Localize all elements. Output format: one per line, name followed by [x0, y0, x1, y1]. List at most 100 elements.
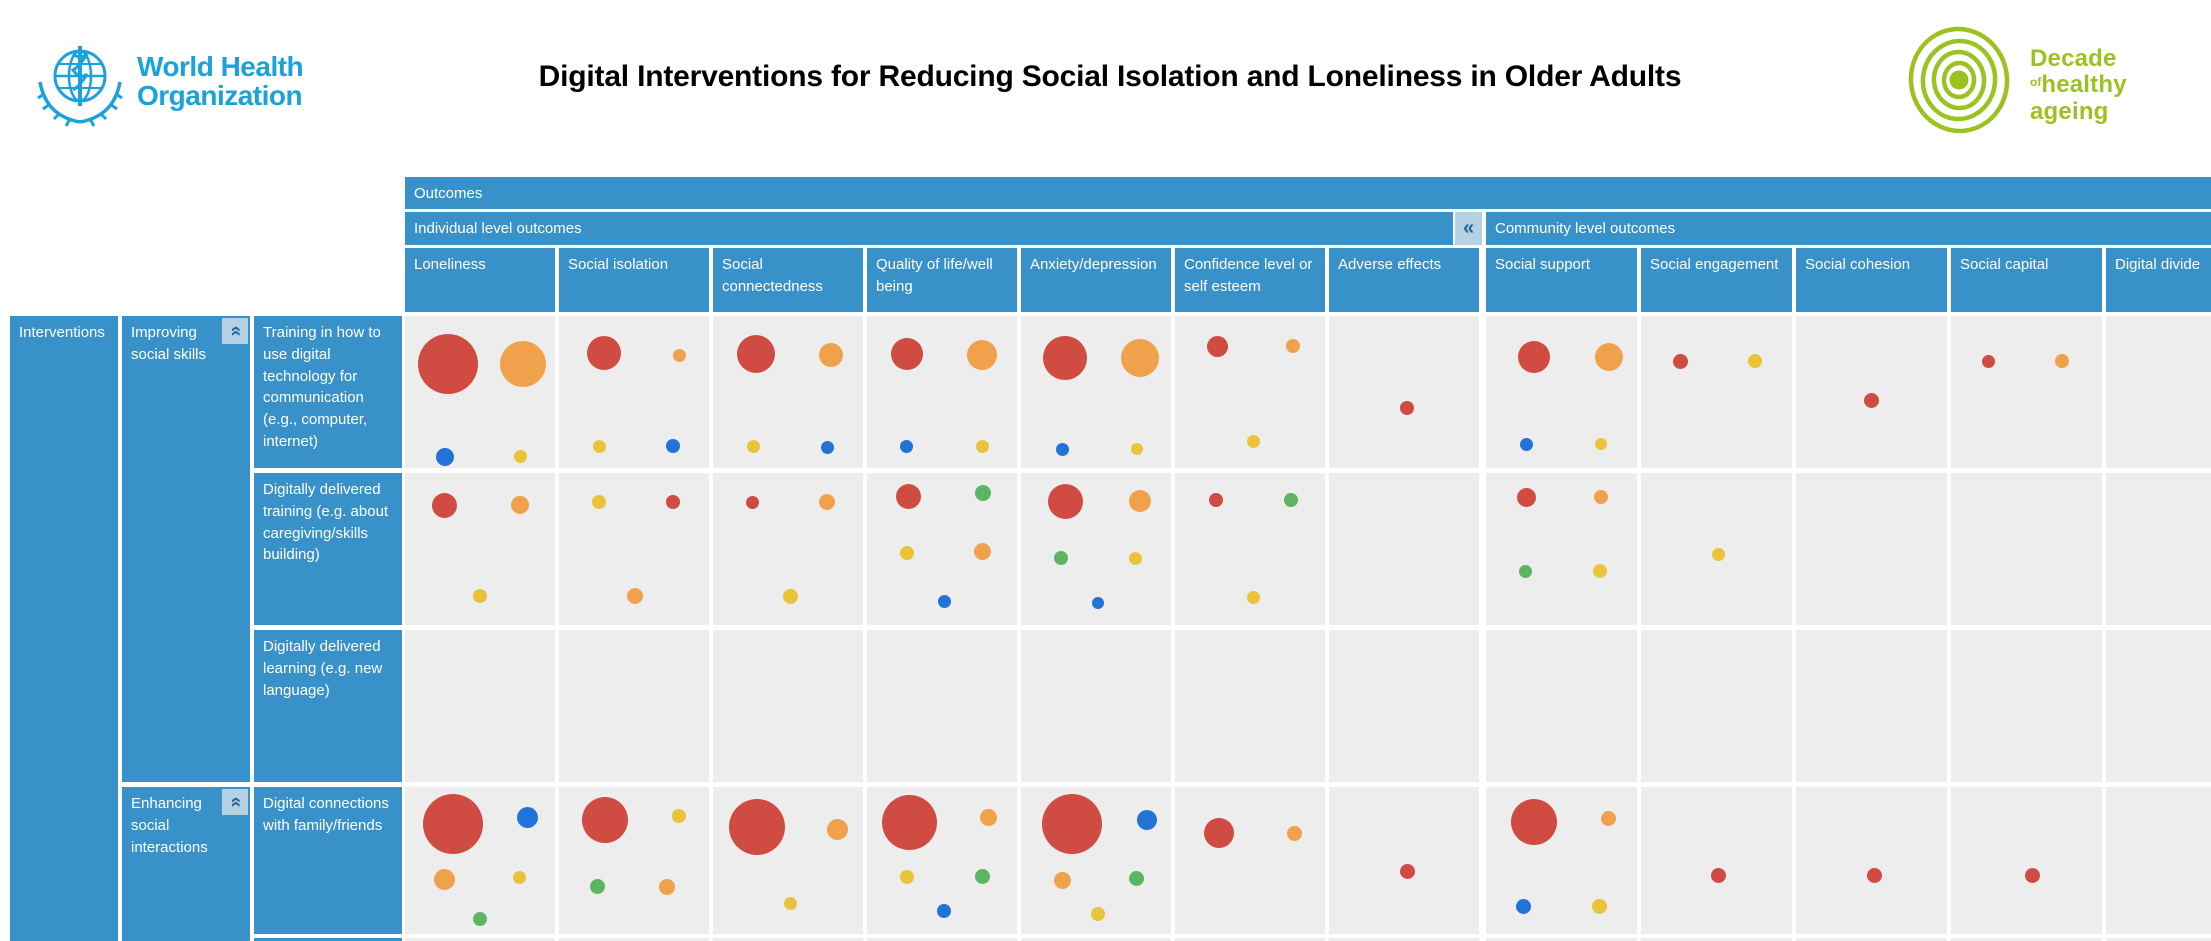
- bubble-red[interactable]: [1516, 487, 1536, 507]
- collapse-enhancing-social-interactions-button[interactable]: «: [222, 789, 248, 815]
- bubble-orange[interactable]: [1129, 490, 1151, 512]
- bubble-red[interactable]: [1518, 341, 1550, 373]
- bubble-yellow[interactable]: [512, 870, 526, 884]
- bubble-orange[interactable]: [659, 879, 675, 895]
- row-group-enhancing-social-interactions: Enhancing social interactions: [122, 787, 250, 941]
- bubble-yellow[interactable]: [1128, 551, 1142, 565]
- bubble-yellow[interactable]: [1593, 564, 1607, 578]
- bubble-yellow[interactable]: [473, 589, 487, 603]
- bubble-red[interactable]: [1863, 392, 1879, 408]
- bubble-blue[interactable]: [436, 448, 454, 466]
- bubble-red[interactable]: [418, 334, 478, 394]
- chevron-up-icon: «: [224, 796, 246, 808]
- collapse-individual-outcomes-button[interactable]: «: [1455, 212, 1482, 245]
- bubble-yellow[interactable]: [672, 809, 686, 823]
- bubble-red[interactable]: [1042, 794, 1102, 854]
- bubble-blue[interactable]: [1055, 442, 1069, 456]
- bubble-blue[interactable]: [1137, 810, 1157, 830]
- bubble-green[interactable]: [1518, 564, 1532, 578]
- bubble-orange[interactable]: [1595, 343, 1623, 371]
- bubble-blue[interactable]: [1515, 898, 1531, 914]
- bubble-red[interactable]: [881, 794, 937, 850]
- bubble-yellow[interactable]: [592, 439, 606, 453]
- bubble-red[interactable]: [737, 335, 775, 373]
- bubble-blue[interactable]: [820, 440, 834, 454]
- bubble-orange[interactable]: [433, 868, 455, 890]
- bubble-red[interactable]: [1206, 335, 1228, 357]
- bubble-yellow[interactable]: [783, 896, 797, 910]
- bubble-green[interactable]: [1054, 551, 1068, 565]
- bubble-orange[interactable]: [672, 348, 686, 362]
- bubble-blue[interactable]: [516, 806, 538, 828]
- bubble-red[interactable]: [1400, 401, 1414, 415]
- bubble-orange[interactable]: [819, 343, 843, 367]
- bubble-red[interactable]: [1209, 493, 1223, 507]
- bubble-orange[interactable]: [2055, 354, 2069, 368]
- bubble-red[interactable]: [1981, 354, 1995, 368]
- bubble-red[interactable]: [1866, 867, 1882, 883]
- bubble-orange[interactable]: [627, 588, 643, 604]
- bubble-yellow[interactable]: [1091, 907, 1105, 921]
- collapse-improving-social-skills-button[interactable]: «: [222, 318, 248, 344]
- bubble-orange[interactable]: [973, 542, 991, 560]
- bubble-red[interactable]: [729, 799, 785, 855]
- bubble-orange[interactable]: [826, 818, 848, 840]
- bubble-red[interactable]: [431, 492, 457, 518]
- bubble-orange[interactable]: [1286, 825, 1302, 841]
- bubble-blue[interactable]: [937, 594, 951, 608]
- bubble-blue[interactable]: [666, 439, 680, 453]
- bubble-red[interactable]: [891, 338, 923, 370]
- bubble-red[interactable]: [1043, 336, 1087, 380]
- matrix-cell: [1796, 630, 1947, 782]
- bubble-red[interactable]: [1511, 799, 1557, 845]
- bubble-yellow[interactable]: [1131, 443, 1143, 455]
- bubble-red[interactable]: [1672, 353, 1688, 369]
- bubble-orange[interactable]: [511, 496, 529, 514]
- bubble-green[interactable]: [589, 878, 605, 894]
- bubble-orange[interactable]: [1594, 490, 1608, 504]
- bubble-green[interactable]: [1128, 870, 1144, 886]
- bubble-yellow[interactable]: [1595, 438, 1607, 450]
- bubble-red[interactable]: [587, 336, 621, 370]
- bubble-red[interactable]: [895, 483, 921, 509]
- bubble-green[interactable]: [1284, 493, 1298, 507]
- bubble-green[interactable]: [974, 868, 990, 884]
- bubble-orange[interactable]: [979, 808, 997, 826]
- bubble-blue[interactable]: [937, 904, 951, 918]
- bubble-blue[interactable]: [1519, 437, 1533, 451]
- bubble-orange[interactable]: [1600, 810, 1616, 826]
- bubble-red[interactable]: [423, 794, 483, 854]
- row-label-digital-connections-family-friends: Digital connections with family/friends: [254, 787, 402, 934]
- bubble-yellow[interactable]: [1246, 590, 1260, 604]
- bubble-yellow[interactable]: [900, 870, 914, 884]
- bubble-orange[interactable]: [967, 340, 997, 370]
- bubble-orange[interactable]: [1286, 339, 1300, 353]
- bubble-red[interactable]: [666, 495, 680, 509]
- bubble-yellow[interactable]: [900, 546, 914, 560]
- bubble-red[interactable]: [1710, 867, 1726, 883]
- bubble-orange[interactable]: [819, 494, 835, 510]
- bubble-orange[interactable]: [500, 341, 546, 387]
- bubble-red[interactable]: [1399, 863, 1415, 879]
- bubble-yellow[interactable]: [592, 495, 606, 509]
- bubble-green[interactable]: [975, 485, 991, 501]
- bubble-blue[interactable]: [1092, 597, 1104, 609]
- bubble-orange[interactable]: [1121, 339, 1159, 377]
- bubble-red[interactable]: [745, 495, 759, 509]
- bubble-blue[interactable]: [899, 439, 913, 453]
- bubble-red[interactable]: [2024, 867, 2040, 883]
- bubble-red[interactable]: [1047, 483, 1083, 519]
- bubble-yellow[interactable]: [1246, 434, 1260, 448]
- bubble-green[interactable]: [473, 912, 487, 926]
- bubble-red[interactable]: [582, 797, 628, 843]
- matrix-cell: [1796, 473, 1947, 625]
- bubble-yellow[interactable]: [782, 588, 798, 604]
- bubble-yellow[interactable]: [513, 449, 527, 463]
- bubble-yellow[interactable]: [975, 439, 989, 453]
- bubble-orange[interactable]: [1053, 871, 1071, 889]
- bubble-yellow[interactable]: [1748, 354, 1762, 368]
- bubble-red[interactable]: [1204, 818, 1234, 848]
- bubble-yellow[interactable]: [1591, 898, 1607, 914]
- bubble-yellow[interactable]: [746, 439, 760, 453]
- bubble-yellow[interactable]: [1711, 547, 1725, 561]
